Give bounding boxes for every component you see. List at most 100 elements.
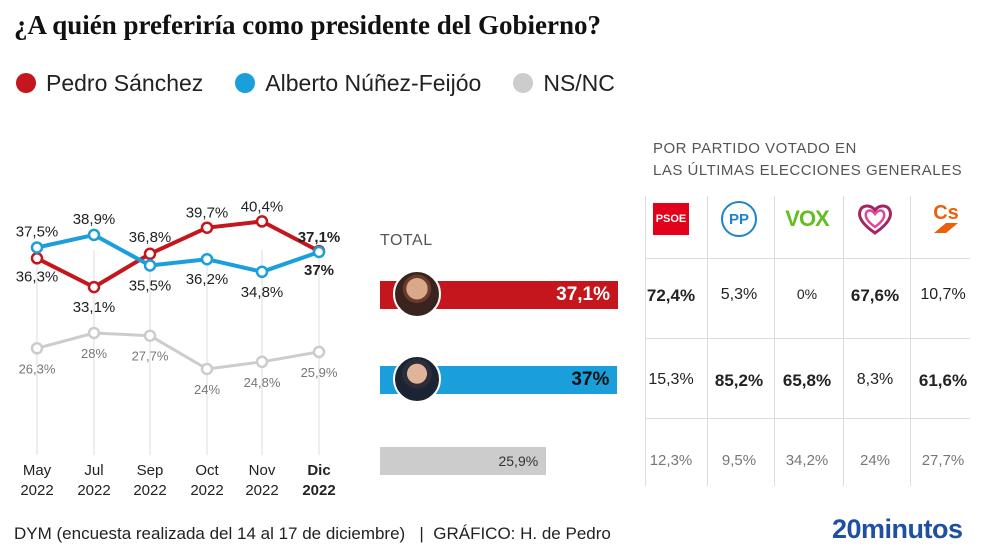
table-cell-r2-c0: 12,3% xyxy=(649,452,693,469)
line-series-0 xyxy=(36,219,320,290)
table-cell-r0-c2: 0% xyxy=(796,286,818,302)
total-bar-label-2: 25,9% xyxy=(498,453,539,469)
table-hline-0 xyxy=(645,258,970,259)
legend-item-nsnc: NS/NC xyxy=(513,70,615,97)
psoe-logo: PSOE xyxy=(653,203,689,235)
legend-dot-nsnc xyxy=(513,73,534,93)
heart-icon xyxy=(858,204,892,235)
legend-label-sanchez: Pedro Sánchez xyxy=(46,69,204,96)
table-vline-0 xyxy=(645,196,646,486)
point-s2-4 xyxy=(255,355,269,369)
point-s1-5 xyxy=(312,245,326,259)
data-label-s1-1: 38,9% xyxy=(73,211,116,228)
table-cell-r1-c3: 8,3% xyxy=(856,371,894,388)
table-hline-1 xyxy=(645,338,970,339)
table-vline-3 xyxy=(843,196,844,486)
point-s2-1 xyxy=(87,326,101,340)
x-tick-month-2: Sep xyxy=(137,462,164,479)
point-s1-3 xyxy=(200,252,214,266)
table-cell-r1-c2: 65,8% xyxy=(782,371,832,390)
table-cell-r2-c2: 34,2% xyxy=(785,452,829,469)
point-s0-1 xyxy=(87,280,101,294)
table-cell-r1-c0: 15,3% xyxy=(648,371,694,388)
pp-logo: PP xyxy=(721,201,757,237)
table-vline-1 xyxy=(707,196,708,486)
legend: Pedro Sánchez Alberto Núñez-Feijóo NS/NC xyxy=(16,66,647,100)
line-series-2 xyxy=(36,331,320,371)
point-s0-4 xyxy=(255,215,269,228)
legend-item-sanchez: Pedro Sánchez xyxy=(16,70,203,97)
brand-logo: 20minutos xyxy=(832,514,963,544)
x-tick-year-2: 2022 xyxy=(133,482,166,499)
table-cell-r1-c4: 61,6% xyxy=(918,371,968,390)
x-tick-month-3: Oct xyxy=(195,462,219,479)
avatar-sanchez xyxy=(393,270,441,318)
total-bar-label-1: 37% xyxy=(571,369,610,390)
footer-source: DYM (encuesta realizada del 14 al 17 de … xyxy=(14,524,611,543)
chart-title: ¿A quién preferiría como presidente del … xyxy=(14,10,601,40)
table-cell-r2-c3: 24% xyxy=(859,452,891,469)
x-tick-month-1: Jul xyxy=(84,462,103,479)
line-chart: May 2022 Jul 2022 Sep 2022 Oct 2022 Nov 2022 Dic 20… xyxy=(16,198,341,499)
data-label-s2-0: 26,3% xyxy=(19,361,56,376)
data-label-s0-1: 33,1% xyxy=(73,299,116,316)
point-s2-0 xyxy=(30,342,44,355)
data-label-s0-3: 39,7% xyxy=(186,205,229,222)
line-series-1 xyxy=(36,232,320,274)
vox-logo: VOX xyxy=(780,205,834,233)
point-s2-3 xyxy=(200,362,214,376)
table-cell-r0-c4: 10,7% xyxy=(920,286,966,303)
x-tick-month-0: May xyxy=(23,462,52,479)
podemos-logo xyxy=(856,200,894,238)
point-s0-0 xyxy=(30,252,44,265)
table-vline-2 xyxy=(774,196,775,486)
party-table-subtitle-line1: POR PARTIDO VOTADO EN xyxy=(653,140,857,157)
table-cell-r0-c1: 5,3% xyxy=(720,286,758,303)
point-s1-4 xyxy=(255,265,269,279)
x-tick-year-4: 2022 xyxy=(245,482,278,499)
total-bar-2: 25,9% xyxy=(380,447,547,475)
table-cell-r2-c4: 27,7% xyxy=(921,452,965,469)
table-cell-r0-c3: 67,6% xyxy=(850,286,900,305)
point-s1-2 xyxy=(143,259,157,272)
data-label-s0-0: 36,3% xyxy=(16,268,59,285)
table-cell-r0-c0: 72,4% xyxy=(646,286,696,305)
cs-arrow-icon xyxy=(934,223,958,233)
pp-logo-text: PP xyxy=(728,210,749,228)
data-label-s1-3: 36,2% xyxy=(186,271,229,288)
point-s2-2 xyxy=(143,329,157,342)
data-label-s2-1: 28% xyxy=(81,346,107,361)
data-label-s1-4: 34,8% xyxy=(241,284,284,301)
x-tick-month-5: Dic xyxy=(307,462,330,479)
point-s1-1 xyxy=(87,228,101,242)
party-table-subtitle: POR PARTIDO VOTADO EN LAS ÚLTIMAS ELECCI… xyxy=(653,138,962,182)
data-label-s0-4: 40,4% xyxy=(241,198,284,215)
data-label-s0-2: 36,8% xyxy=(129,229,172,246)
data-label-s2-4: 24,8% xyxy=(244,375,281,390)
point-s1-0 xyxy=(30,241,44,254)
legend-dot-sanchez xyxy=(16,73,36,93)
avatar-feijoo xyxy=(393,355,441,403)
table-vline-4 xyxy=(910,196,911,486)
x-tick-year-3: 2022 xyxy=(190,482,223,499)
data-label-s1-0: 37,5% xyxy=(16,224,59,241)
cs-logo: Cs xyxy=(926,200,966,236)
total-bar-label-0: 37,1% xyxy=(556,284,610,305)
table-cell-r1-c1: 85,2% xyxy=(714,371,764,390)
point-s0-2 xyxy=(143,247,157,261)
data-label-s1-5: 37% xyxy=(304,262,334,279)
x-tick-year-5: 2022 xyxy=(302,482,335,499)
table-cell-r2-c1: 9,5% xyxy=(721,452,757,469)
data-label-s0-5: 37,1% xyxy=(298,229,341,246)
table-hline-2 xyxy=(645,418,970,419)
x-tick-year-1: 2022 xyxy=(77,482,110,499)
data-label-s2-5: 25,9% xyxy=(301,365,338,380)
legend-item-feijoo: Alberto Núñez-Feijóo xyxy=(235,70,481,97)
data-label-s1-2: 35,5% xyxy=(129,278,172,295)
legend-dot-feijoo xyxy=(235,73,256,93)
legend-label-nsnc: NS/NC xyxy=(543,69,615,96)
vox-logo-text: VOX xyxy=(785,206,829,231)
legend-label-feijoo: Alberto Núñez-Feijóo xyxy=(265,69,482,96)
x-tick-year-0: 2022 xyxy=(20,482,53,499)
psoe-logo-text: PSOE xyxy=(655,213,687,225)
